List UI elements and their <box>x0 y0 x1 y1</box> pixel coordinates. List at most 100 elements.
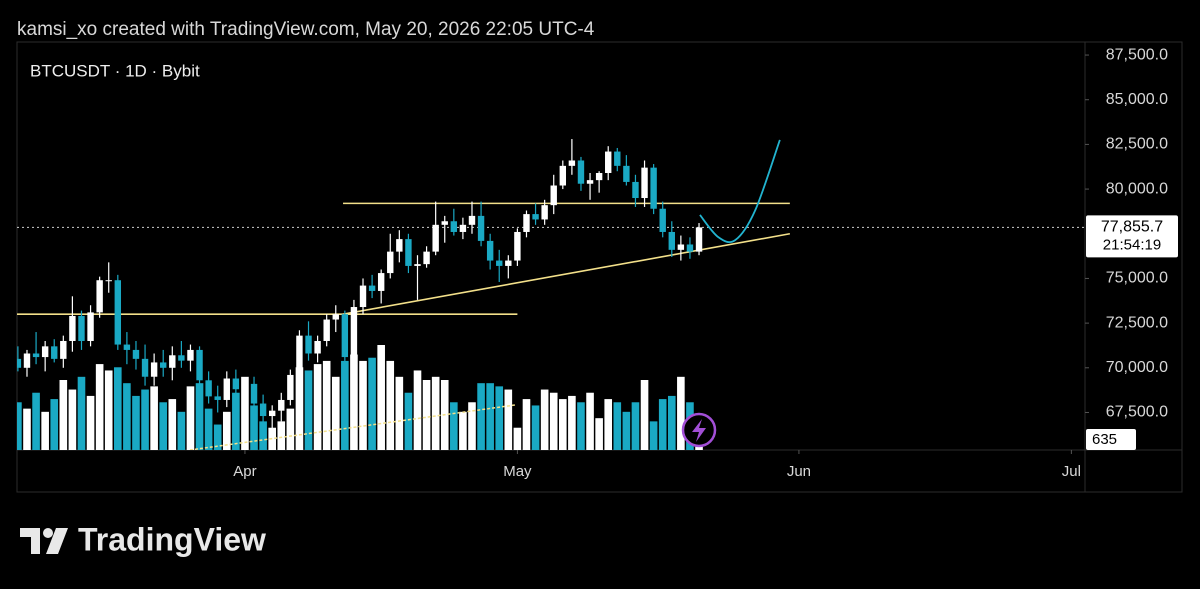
candle-body <box>486 240 494 261</box>
candle-body <box>514 231 521 261</box>
candle-body <box>305 335 312 354</box>
candle-body <box>623 165 630 182</box>
volume-bar <box>531 405 540 450</box>
candle-body <box>278 399 285 411</box>
candle-body <box>614 151 621 166</box>
volume-bar <box>386 360 395 450</box>
candle-body <box>268 410 276 417</box>
candle-body <box>341 314 349 358</box>
volume-bar <box>150 386 158 450</box>
candle-body <box>69 315 76 341</box>
volume-bar <box>213 424 222 450</box>
candle-body <box>105 280 112 282</box>
candle-body <box>459 224 467 232</box>
candle-body <box>241 383 249 390</box>
y-tick-label: 85,000.0 <box>1106 91 1168 108</box>
candle-body <box>423 251 430 265</box>
y-tick-label: 70,000.0 <box>1106 359 1168 376</box>
candle-body <box>214 396 221 400</box>
volume-bar <box>404 392 413 450</box>
candle-body <box>505 260 512 266</box>
volume-bar <box>631 402 640 450</box>
candle-body <box>169 355 176 368</box>
candle-body <box>314 340 321 354</box>
candle-body <box>695 227 703 252</box>
volume-bar <box>222 411 231 450</box>
candle-body <box>450 221 458 232</box>
volume-bar <box>522 399 531 450</box>
volume-bar <box>232 392 240 450</box>
y-tick-label: 87,500.0 <box>1106 46 1168 63</box>
volume-bar <box>595 418 603 450</box>
candle-body <box>405 239 412 266</box>
volume-bar <box>114 367 122 450</box>
volume-bar <box>513 427 522 450</box>
volume-bar <box>95 364 104 450</box>
volume-bar <box>141 389 149 450</box>
candle-body <box>414 264 421 266</box>
volume-bar <box>59 380 68 450</box>
candle-body <box>477 215 485 241</box>
candle-body <box>223 378 230 400</box>
candle-body <box>114 280 122 345</box>
candle-body <box>123 344 131 350</box>
volume-bar <box>77 376 86 450</box>
volume-bar <box>459 411 467 450</box>
candle-body <box>23 353 31 368</box>
volume-bar <box>68 389 77 450</box>
candle-body <box>205 380 212 397</box>
candle-body <box>441 221 448 225</box>
candle-body <box>387 251 394 274</box>
y-tick-label: 75,000.0 <box>1106 270 1168 287</box>
candle-body <box>178 355 185 361</box>
candle-body <box>532 214 539 220</box>
candle-body <box>332 314 339 320</box>
volume-bar <box>568 395 576 450</box>
volume-bar <box>359 360 367 450</box>
volume-bar <box>204 408 213 450</box>
candle-body <box>686 244 694 252</box>
volume-bar <box>313 364 322 450</box>
candle-body <box>523 214 530 232</box>
volume-bar <box>32 392 40 450</box>
price-pane <box>17 139 1085 429</box>
volume-bar <box>577 402 585 450</box>
candle-body <box>141 358 149 377</box>
volume-bar <box>86 395 95 450</box>
volume-bar <box>677 376 685 450</box>
candle-body <box>468 215 476 225</box>
volume-bar <box>295 367 304 450</box>
volume-bar <box>450 402 458 450</box>
candle-body <box>595 172 603 181</box>
x-tick-label: Jul <box>1062 463 1081 480</box>
volume-bar <box>504 389 513 450</box>
countdown: 21:54:19 <box>1103 236 1161 253</box>
candle-body <box>368 285 376 291</box>
candle-body <box>396 239 403 252</box>
volume-bar <box>604 399 613 450</box>
volume-bar <box>377 345 385 450</box>
candle-body <box>550 185 557 206</box>
candle-body <box>586 180 594 184</box>
volume-bar <box>559 399 567 450</box>
drawing-line <box>342 232 790 315</box>
volume-bar <box>368 357 376 450</box>
footer-brand: TradingView <box>78 521 266 557</box>
symbol-label: BTCUSDT · 1D · Bybit <box>30 61 200 80</box>
candle-body <box>96 280 103 313</box>
volume-bar <box>622 411 631 450</box>
chart-frame <box>16 41 1183 493</box>
candle-body <box>132 349 140 359</box>
x-tick-label: Jun <box>787 463 811 480</box>
alert-icon[interactable] <box>681 412 717 448</box>
volume-bar <box>586 392 594 450</box>
candle-body <box>496 260 503 266</box>
volume-label-box <box>1086 429 1136 450</box>
candle-body <box>51 346 58 359</box>
volume-pane <box>17 345 703 450</box>
candle-body <box>160 362 167 368</box>
volume-bar <box>350 354 358 450</box>
candle-body <box>78 315 85 341</box>
